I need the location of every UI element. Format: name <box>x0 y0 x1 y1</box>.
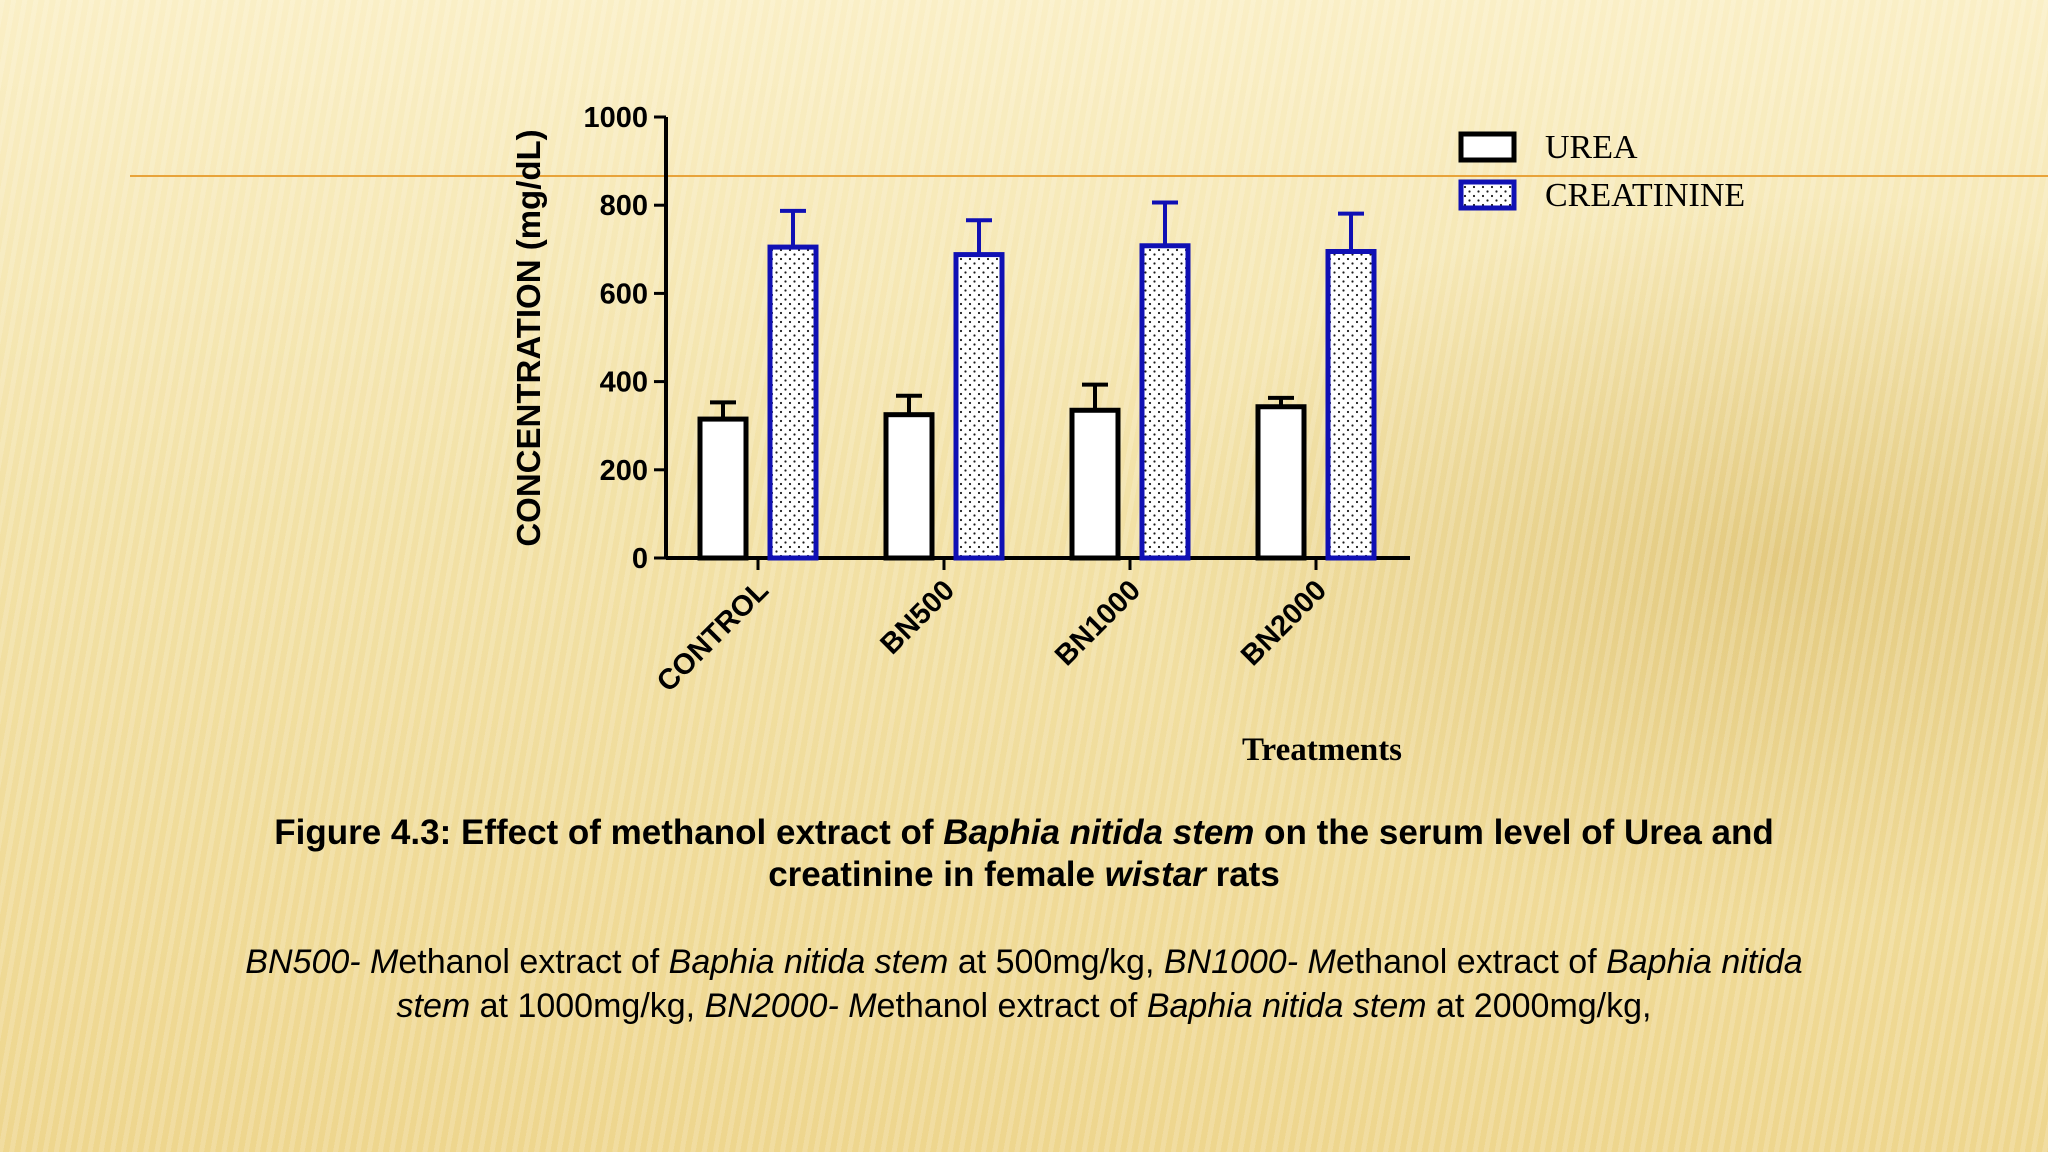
y-tick-label: 1000 <box>583 102 648 134</box>
note-bn500: BN500- M <box>245 943 399 981</box>
caption-text-2: on the serum level of Urea and <box>1254 813 1774 852</box>
bar-creatinine-bn500 <box>953 252 1005 561</box>
bar-creatinine-bn2000 <box>1325 249 1377 561</box>
bar-creatinine-control <box>767 244 819 561</box>
note-text: ethanol extract of <box>1335 943 1607 981</box>
bar-urea-control <box>697 416 749 561</box>
caption-text-4: rats <box>1205 855 1280 894</box>
y-tick-label: 400 <box>600 367 648 399</box>
caption-text-1: Figure 4.3: Effect of methanol extract o… <box>274 813 944 852</box>
y-tick-label: 0 <box>632 543 648 575</box>
bar-urea-bn2000 <box>1255 404 1307 561</box>
note-species: Baphia nitida stem <box>668 943 949 981</box>
x-tick-label: BN500 <box>874 574 960 660</box>
abbreviation-note: BN500- Methanol extract of Baphia nitida… <box>60 940 1988 1028</box>
bar-creatinine-bn1000 <box>1139 243 1191 561</box>
x-tick-label: BN2000 <box>1235 574 1333 672</box>
figure-caption: Figure 4.3: Effect of methanol extract o… <box>60 812 1988 896</box>
caption-species: Baphia nitida stem <box>943 813 1255 852</box>
note-dose: at 1000mg/kg, <box>470 987 705 1025</box>
legend-label-urea: UREA <box>1545 129 1638 166</box>
note-text: ethanol extract of <box>398 943 669 981</box>
note-dose: at 500mg/kg, <box>948 943 1164 981</box>
note-text: ethanol extract of <box>876 987 1147 1025</box>
note-species: Baphia nitida <box>1606 943 1803 981</box>
caption-text-3: creatinine in female <box>768 855 1105 894</box>
note-bn1000: BN1000- M <box>1163 943 1336 981</box>
y-tick-label: 200 <box>600 455 648 487</box>
y-tick-label: 600 <box>600 278 648 310</box>
note-dose: at 2000mg/kg, <box>1426 987 1652 1025</box>
legend-swatch-urea <box>1458 131 1517 163</box>
y-tick-label: 800 <box>600 190 648 222</box>
note-species: stem <box>396 987 471 1025</box>
note-species: Baphia nitida stem <box>1146 987 1427 1025</box>
x-tick-label: CONTROL <box>651 574 775 698</box>
bar-urea-bn500 <box>883 412 935 561</box>
caption-strain: wistar <box>1104 855 1206 894</box>
x-axis-title: Treatments <box>1242 732 1402 768</box>
x-tick-label: BN1000 <box>1049 574 1147 672</box>
bar-urea-bn1000 <box>1069 407 1121 561</box>
y-axis-title: CONCENTRATION (mg/dL) <box>510 129 547 546</box>
legend-swatch-creatinine <box>1458 179 1517 211</box>
legend-label-creatinine: CREATININE <box>1545 177 1745 214</box>
note-bn2000: BN2000- M <box>704 987 877 1025</box>
